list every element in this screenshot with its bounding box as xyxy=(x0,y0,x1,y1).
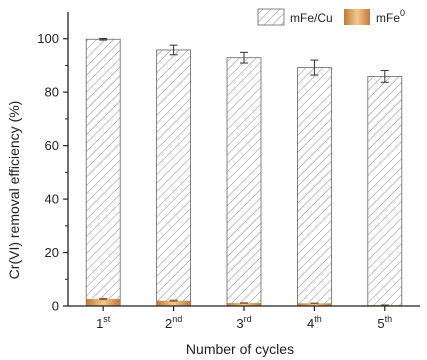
bar-mfe0-4 xyxy=(297,303,332,306)
error-bar-mfe0-3 xyxy=(240,302,248,304)
bar-mfe0-3 xyxy=(227,303,261,306)
bar-mfe-cu-1 xyxy=(85,38,121,307)
x-tick-label: 2nd xyxy=(165,314,182,331)
bars-layer xyxy=(85,38,403,307)
y-tick-label: 40 xyxy=(45,192,59,207)
error-bar-mfe-cu-3 xyxy=(240,51,248,64)
error-bar-mfe-cu-1 xyxy=(99,37,108,41)
error-bar-mfe0-1 xyxy=(99,298,108,301)
y-tick-label: 60 xyxy=(45,138,59,153)
y-tick-label: 80 xyxy=(45,85,59,100)
bar-mfe-cu-2 xyxy=(156,49,192,307)
legend-label-mfe0: mFe0 xyxy=(376,8,405,25)
x-tick-label: 1st xyxy=(96,314,111,331)
x-tick-label: 3rd xyxy=(236,314,251,331)
x-axis-title: Number of cycles xyxy=(186,341,294,357)
error-bar-mfe-cu-4 xyxy=(310,59,319,76)
y-axis-title: Cr(VI) removal efficiency (%) xyxy=(6,101,22,280)
bar-mfe0-1 xyxy=(86,299,121,306)
x-tick-label: 5th xyxy=(377,314,392,331)
error-bar-mfe0-2 xyxy=(169,299,178,302)
bar-mfe-cu-5 xyxy=(367,76,403,307)
x-ticks: 1st 2nd 3rd 4th 5th xyxy=(96,306,392,331)
legend: mFe/Cu mFe0 xyxy=(257,8,405,26)
y-ticks: 0 20 40 60 80 100 xyxy=(37,31,68,314)
error-bar-mfe0-4 xyxy=(310,302,319,305)
x-tick-label: 4th xyxy=(307,314,322,331)
error-bar-mfe-cu-2 xyxy=(169,44,178,56)
bar-mfe-cu-3 xyxy=(226,57,262,307)
y-tick-label: 100 xyxy=(37,31,59,46)
y-tick-label: 20 xyxy=(45,245,59,260)
legend-swatch-mfe0 xyxy=(344,9,370,25)
legend-label-mfe-cu: mFe/Cu xyxy=(290,11,333,25)
bar-mfe0-2 xyxy=(156,300,191,306)
error-bar-mfe-cu-5 xyxy=(380,70,389,83)
legend-swatch-mfe-cu xyxy=(257,8,285,26)
y-tick-label: 0 xyxy=(52,299,59,314)
bar-mfe-cu-4 xyxy=(296,67,332,307)
